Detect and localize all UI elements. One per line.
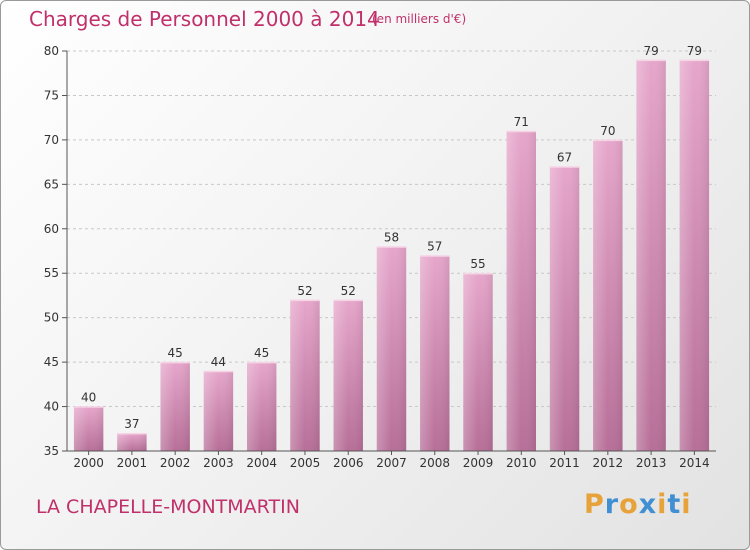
data-label: 44 [211,355,226,369]
logo-letter: i [681,489,692,520]
logo-letter: x [638,489,658,520]
x-tick-label: 2014 [679,456,710,470]
bar-highlight [117,433,147,451]
data-label: 40 [81,391,96,405]
x-tick-label: 2001 [117,456,148,470]
y-tick-label: 65 [44,177,59,191]
data-label: 45 [168,346,183,360]
bar-highlight [203,371,234,451]
y-tick-label: 45 [44,355,59,369]
x-tick-label: 2004 [246,456,277,470]
logo-letter: i [657,489,668,520]
data-label: 67 [557,151,572,165]
bar-highlight [679,59,710,452]
data-label: 52 [297,284,312,298]
proxiti-logo[interactable]: Proxiti [584,489,692,520]
bar-highlight [73,406,104,451]
data-label: 57 [427,239,442,253]
chart-title: Charges de Personnel 2000 à 2014 [29,7,380,31]
bar-highlight [593,139,623,451]
y-tick-label: 70 [44,133,59,147]
y-tick-label: 80 [44,44,59,58]
data-label: 79 [643,44,658,58]
logo-letter: P [584,489,605,520]
logo-letter: t [667,489,682,520]
labels-layer: 40 37 45 44 45 52 52 58 57 55 71 67 70 79 79 [81,44,702,431]
data-label: 55 [470,257,485,271]
data-label: 52 [341,284,356,298]
commune-name: LA CHAPELLE-MONTMARTIN [36,496,300,518]
y-tick-label: 55 [44,266,59,280]
x-tick-label: 2005 [290,456,321,470]
bar-highlight [420,255,450,451]
bar-highlight [463,273,493,451]
x-tick-label: 2009 [463,456,494,470]
data-label: 79 [687,44,702,58]
data-label: 37 [124,417,139,431]
data-label: 71 [514,115,529,129]
y-tick-label: 50 [44,311,59,325]
x-tick-label: 2007 [376,456,407,470]
data-label: 45 [254,346,269,360]
chart-subtitle: (en milliers d'€) [372,12,467,26]
y-tick-label: 35 [44,444,59,458]
bar-highlight [160,362,190,451]
logo-letter: o [619,489,639,520]
y-tick-label: 60 [44,222,59,236]
bar-highlight [549,166,580,452]
logo-letter: r [604,489,620,520]
x-tick-label: 2012 [593,456,624,470]
x-tick-label: 2000 [73,456,104,470]
bar-highlight [506,131,537,451]
x-tick-label: 2002 [160,456,191,470]
bar-highlight [333,299,363,451]
data-label: 70 [600,124,615,138]
x-tick-label: 2006 [333,456,364,470]
y-tick-label: 75 [44,88,59,102]
x-tick-label: 2003 [203,456,234,470]
y-tick-label: 40 [44,400,59,414]
x-tick-label: 2011 [549,456,580,470]
data-label: 58 [384,231,399,245]
bars-layer [73,59,710,452]
x-tick-label: 2008 [419,456,450,470]
bar-highlight [290,299,320,451]
bar-highlight [376,246,407,451]
x-tick-label: 2010 [506,456,537,470]
bar-highlight [246,362,277,451]
bar-highlight [636,59,666,452]
axis-layer: 35 40 45 50 55 60 65 70 75 80 2000 2001 2002 2003 2004… [44,44,716,470]
x-tick-label: 2013 [636,456,667,470]
